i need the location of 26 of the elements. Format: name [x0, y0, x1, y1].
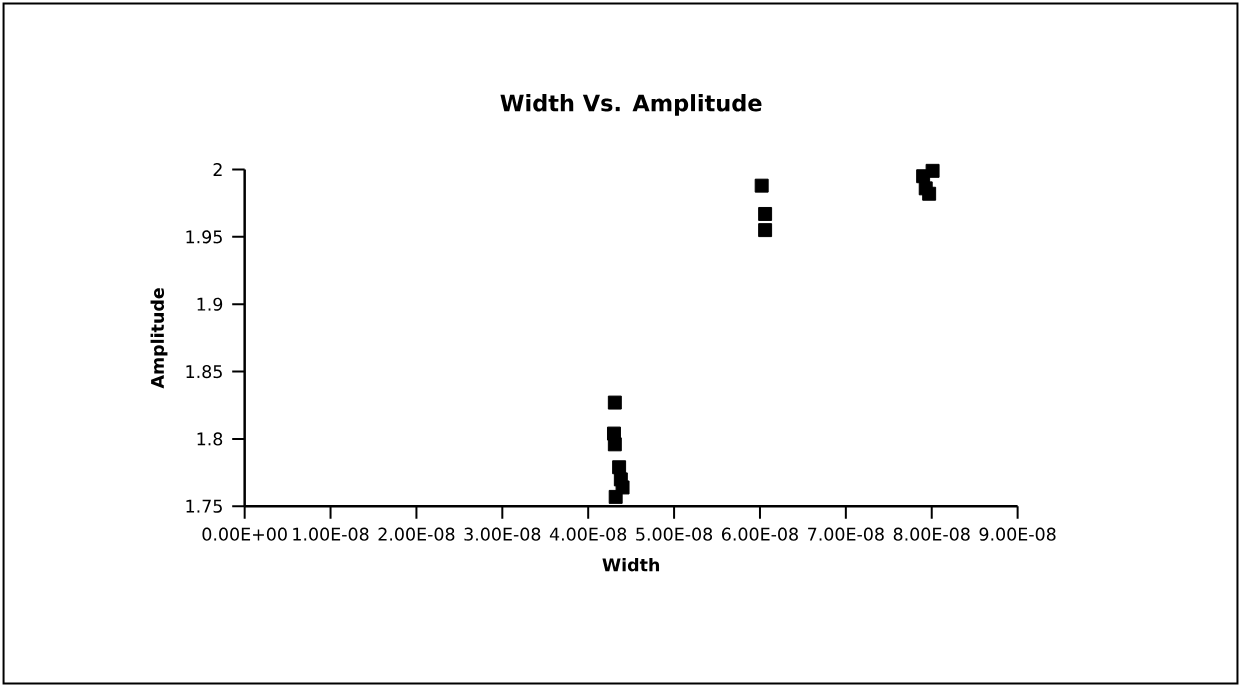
x-tick-label: 9.00E-08: [979, 527, 1056, 541]
chart-title: Width Vs. Amplitude: [500, 94, 762, 116]
x-tick-label: 5.00E-08: [636, 527, 713, 541]
y-tick-label: 2: [213, 162, 222, 176]
y-tick-label: 1.75: [186, 499, 222, 513]
point: [758, 206, 773, 221]
x-axis-title: Width: [602, 557, 660, 572]
y-tick-label: 1.95: [186, 230, 222, 244]
point: [758, 223, 773, 238]
point: [922, 186, 937, 201]
x-tick-label: 0.00E+00: [202, 527, 287, 541]
x-tick-label: 3.00E-08: [464, 527, 541, 541]
point: [608, 489, 623, 504]
y-tick-label: 1.9: [197, 297, 223, 311]
x-tick-label: 8.00E-08: [893, 527, 970, 541]
point: [607, 437, 622, 452]
y-tick-label: 1.85: [186, 364, 222, 379]
point: [754, 178, 769, 193]
y-tick-label: 1.8: [197, 432, 223, 446]
x-tick-label: 2.00E-08: [378, 527, 455, 541]
x-tick-label: 7.00E-08: [808, 527, 884, 541]
y-axis-title: Amplitude: [150, 288, 168, 389]
x-tick-label: 4.00E-08: [549, 527, 627, 541]
point: [607, 395, 622, 410]
x-tick-label: 1.00E-08: [293, 527, 369, 541]
x-tick-label: 6.00E-08: [722, 527, 798, 541]
